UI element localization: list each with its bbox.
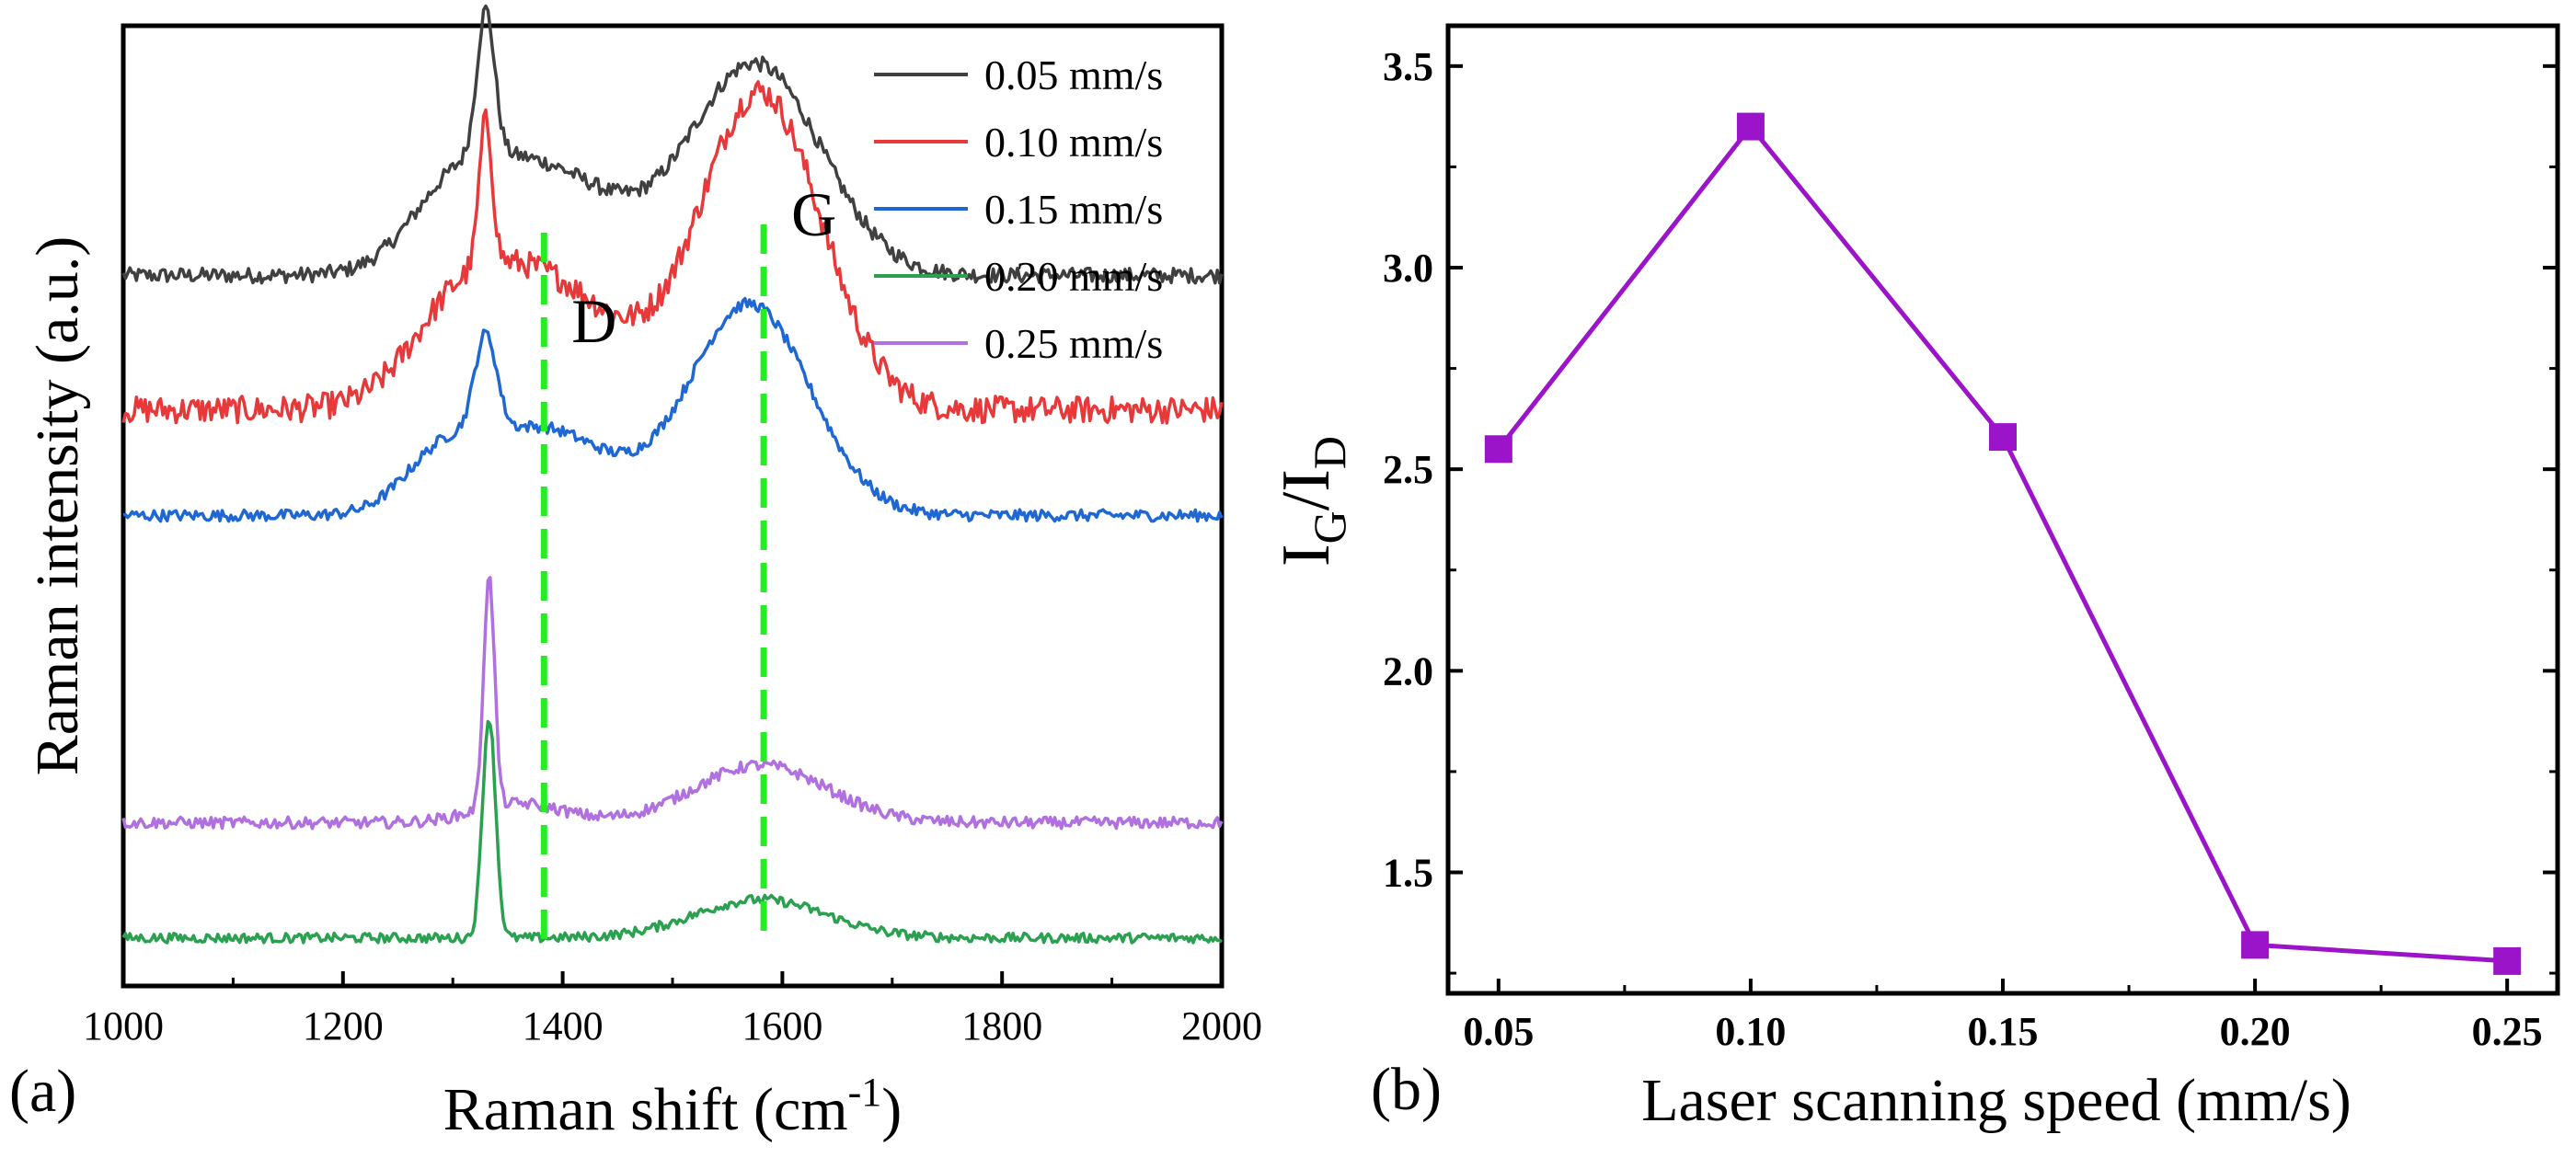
y-axis-label-b: IG/ID (1269, 436, 1355, 567)
plot-frame-b (1445, 23, 2560, 996)
x-tick-label-a: 1800 (961, 1003, 1042, 1049)
panel-a: 1000 1200 1400 1600 1800 2000 DG 0.05 mm/s0.1… (9, 4, 1262, 1143)
x-tick-label-b: 0.20 (2220, 1009, 2291, 1054)
spectrum-line-1 (121, 80, 1224, 425)
spectrum-line-3 (121, 719, 1224, 945)
ratio-point-4 (2493, 946, 2522, 975)
panel-b: 0.05 0.10 0.15 0.20 0.25 1.5 2.0 2.5 3.0 3.5 Lase… (1269, 23, 2560, 1134)
y-tick-label-b: 2.0 (1383, 648, 1433, 693)
ratio-series (1484, 112, 2522, 975)
axis-ticks-b: 0.05 0.10 0.15 0.20 0.25 1.5 2.0 2.5 3.0 3.5 (1383, 44, 2558, 1054)
legend-label-1: 0.10 mm/s (984, 119, 1163, 166)
x-tick-label-a: 1200 (303, 1003, 384, 1049)
y-tick-label-b: 2.5 (1383, 447, 1433, 492)
legend-label-2: 0.15 mm/s (984, 186, 1163, 233)
y-tick-label-b: 1.5 (1383, 851, 1433, 896)
ratio-point-1 (1736, 112, 1765, 141)
x-tick-label-a: 2000 (1181, 1003, 1262, 1049)
ratio-line (1496, 122, 2508, 964)
x-tick-label-a: 1600 (742, 1003, 822, 1049)
ratio-point-0 (1484, 435, 1512, 464)
x-ticks-a: 1000 1200 1400 1600 1800 2000 (83, 971, 1262, 1049)
peak-label-G: G (791, 179, 836, 249)
legend-a: 0.05 mm/s 0.10 mm/s 0.15 mm/s 0.20 mm/s 0.25… (874, 52, 1163, 367)
x-tick-label-b: 0.25 (2472, 1009, 2543, 1054)
x-tick-label-b: 0.15 (1968, 1009, 2039, 1054)
x-tick-label-b: 0.10 (1715, 1009, 1786, 1054)
x-axis-label-a: Raman shift (cm-1) (443, 1070, 903, 1143)
panel-label-a: (a) (9, 1058, 76, 1125)
spectra-group (121, 4, 1224, 945)
peak-annotations: DG (540, 179, 836, 947)
y-tick-label-b: 3.5 (1383, 44, 1433, 89)
spectrum-line-0 (121, 4, 1224, 285)
plot-frame-a (121, 23, 1225, 989)
peak-label-D: D (571, 286, 616, 356)
x-tick-label-b: 0.05 (1463, 1009, 1534, 1054)
spectrum-line-4 (121, 576, 1224, 831)
panel-label-b: (b) (1371, 1056, 1442, 1123)
x-tick-label-a: 1000 (83, 1003, 164, 1049)
ratio-point-2 (1989, 423, 2017, 452)
x-axis-label-b: Laser scanning speed (mm/s) (1641, 1067, 2352, 1134)
legend-label-4: 0.25 mm/s (984, 320, 1163, 367)
y-tick-label-b: 3.0 (1383, 246, 1433, 291)
x-tick-label-a: 1400 (523, 1003, 604, 1049)
y-axis-label-a: Raman intensity (a.u.) (24, 236, 91, 776)
legend-label-3: 0.20 mm/s (984, 253, 1163, 300)
spectrum-line-2 (122, 296, 1224, 523)
legend-label-0: 0.05 mm/s (984, 52, 1163, 98)
ratio-point-3 (2241, 931, 2270, 959)
